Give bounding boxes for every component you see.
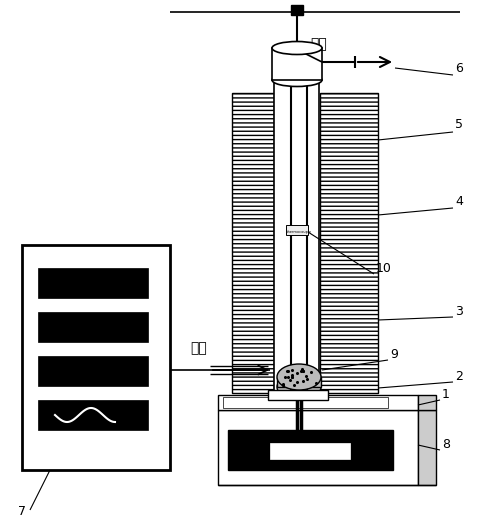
Bar	[38, 268, 148, 298]
Text: 3: 3	[455, 305, 463, 318]
Text: 4: 4	[455, 195, 463, 208]
Ellipse shape	[272, 41, 322, 55]
Bar	[270, 443, 350, 459]
Bar	[38, 400, 148, 430]
Bar	[418, 410, 436, 485]
Text: 10: 10	[376, 262, 392, 275]
Text: 1: 1	[442, 388, 450, 401]
Text: 气体: 气体	[190, 341, 207, 355]
Bar	[232, 93, 274, 393]
Text: 5: 5	[455, 118, 463, 131]
Bar	[218, 395, 418, 410]
Bar	[274, 75, 319, 400]
Bar	[22, 245, 170, 470]
Text: 8: 8	[442, 438, 450, 451]
Text: 7: 7	[18, 505, 26, 518]
Text: 9: 9	[390, 348, 398, 361]
Bar	[218, 410, 418, 485]
Bar	[277, 377, 321, 387]
Bar	[320, 93, 378, 393]
Text: thermocouple: thermocouple	[287, 230, 312, 234]
Ellipse shape	[277, 374, 321, 400]
Bar	[38, 356, 148, 386]
Bar	[418, 395, 436, 410]
Bar	[38, 312, 148, 342]
Bar	[286, 225, 308, 235]
Bar	[272, 48, 322, 80]
Ellipse shape	[277, 364, 321, 390]
Bar	[291, 5, 303, 15]
Bar	[228, 430, 393, 470]
Bar	[268, 390, 328, 400]
Text: 2: 2	[455, 370, 463, 383]
Text: 尾气: 尾气	[310, 37, 327, 51]
Text: 6: 6	[455, 62, 463, 75]
Ellipse shape	[272, 74, 322, 87]
Bar	[223, 397, 388, 408]
